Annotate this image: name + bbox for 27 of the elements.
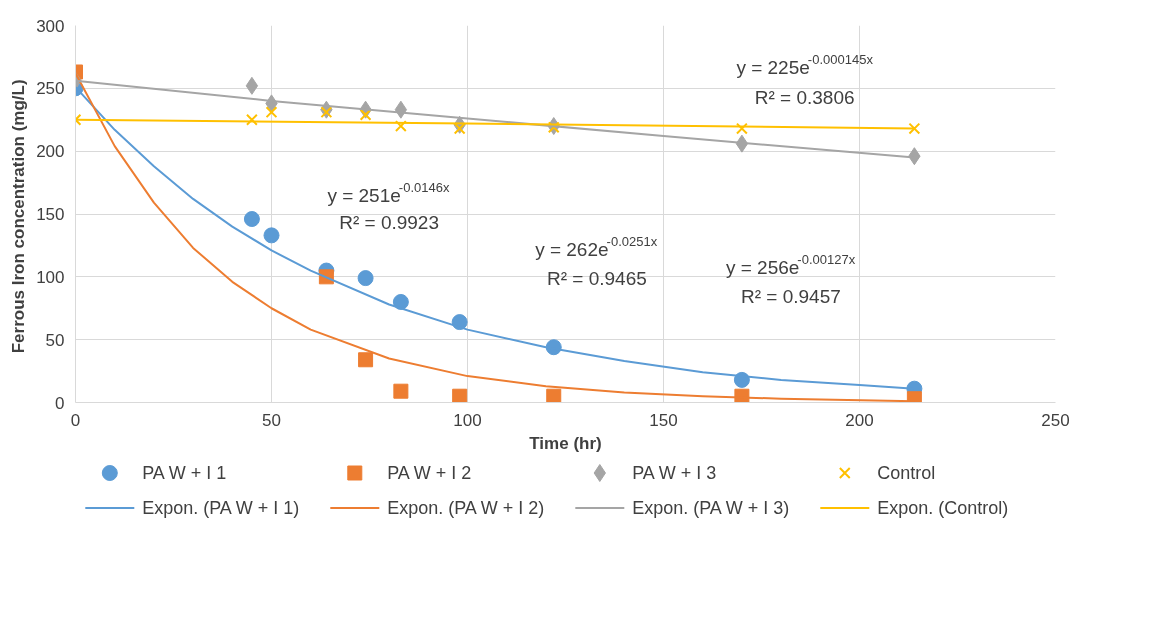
y-tick-label: 250 [36, 79, 65, 99]
annotation: R² = 0.9457 [740, 286, 841, 308]
x-tick-label: 50 [262, 410, 281, 430]
legend-label: PA W + I 2 [387, 463, 472, 483]
x-tick-label: 0 [70, 410, 81, 430]
y-axis-title: Ferrous Iron concentration (mg/L) [9, 79, 29, 354]
legend-label: PA W + I 3 [632, 463, 717, 483]
x-axis-title: Time (hr) [529, 433, 602, 453]
y-tick-label: 200 [36, 142, 65, 162]
y-tick-label: 300 [36, 16, 65, 36]
legend-label: Expon. (PA W + I 2) [387, 498, 545, 518]
x-tick-label: 150 [649, 410, 678, 430]
legend-label: Expon. (PA W + I 1) [142, 498, 300, 518]
y-tick-label: 0 [55, 393, 65, 413]
legend-label: Expon. (Control) [877, 498, 1009, 518]
y-tick-label: 100 [36, 267, 65, 287]
x-tick-label: 250 [1041, 410, 1070, 430]
annotation: R² = 0.9465 [546, 267, 647, 289]
annotation: R² = 0.9923 [339, 212, 440, 234]
y-tick-label: 50 [45, 330, 65, 350]
y-tick-label: 150 [36, 205, 65, 224]
x-tick-label: 200 [845, 410, 874, 430]
x-tick-label: 100 [453, 410, 482, 430]
legend-label: Control [877, 463, 936, 483]
legend-label: PA W + I 1 [142, 463, 227, 483]
annotation: R² = 0.3806 [754, 86, 855, 108]
legend-label: Expon. (PA W + I 3) [632, 498, 790, 518]
